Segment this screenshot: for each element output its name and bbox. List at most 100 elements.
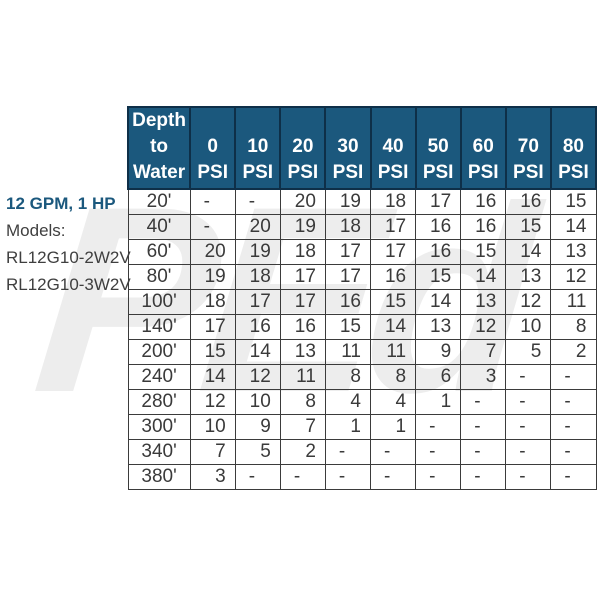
value-cell: 5 xyxy=(505,339,552,365)
value-cell: 20 xyxy=(189,239,236,265)
model-number: RL12G10-3W2V xyxy=(6,275,131,294)
psi-header-cell: 50 PSI xyxy=(414,106,462,190)
psi-header-cell: 30 PSI xyxy=(324,106,372,190)
value-cell: 11 xyxy=(279,364,326,390)
depth-cell: 340' xyxy=(127,439,191,465)
psi-header-value: 70 xyxy=(517,136,539,157)
value-cell: 15 xyxy=(505,214,552,240)
psi-header-value: 40 xyxy=(382,136,404,157)
value-cell: 20 xyxy=(279,188,326,215)
psi-header-cell: 10 PSI xyxy=(234,106,282,190)
value-cell: 17 xyxy=(415,188,462,215)
value-cell: 13 xyxy=(550,239,597,265)
value-cell: 12 xyxy=(460,314,507,340)
value-cell: - xyxy=(550,464,597,490)
table-row: 200' 15 14 13 11 11 9 7 5 2 xyxy=(127,339,597,365)
value-cell: - xyxy=(324,439,372,465)
value-cell: 10 xyxy=(189,414,236,440)
table-row: 380' 3- - - - - - - - xyxy=(127,464,597,490)
value-cell: 1 xyxy=(415,389,462,415)
value-cell: 3 xyxy=(189,464,236,490)
value-cell: 16 xyxy=(460,214,507,240)
value-cell: 8 xyxy=(550,314,597,340)
value-cell: - xyxy=(550,439,597,465)
value-cell: - xyxy=(415,464,462,490)
psi-header-value: 20 xyxy=(292,136,314,157)
psi-header-value: 30 xyxy=(337,136,359,157)
value-cell: 16 xyxy=(415,239,462,265)
psi-header-unit: PSI xyxy=(287,162,319,183)
value-cell: - xyxy=(550,389,597,415)
table-row: 60' 20 19 18 17 17 16 15 14 13 xyxy=(127,239,597,265)
value-cell: 12 xyxy=(234,364,281,390)
psi-header-cell: 0 PSI xyxy=(189,106,237,190)
value-cell: 2 xyxy=(279,439,326,465)
depth-cell: 20' xyxy=(127,188,191,215)
value-cell: - xyxy=(460,464,507,490)
depth-cell: 300' xyxy=(127,414,191,440)
psi-header-unit: PSI xyxy=(332,162,364,183)
value-cell: 18 xyxy=(234,264,281,290)
value-cell: 10 xyxy=(234,389,281,415)
value-cell: - xyxy=(550,414,597,440)
psi-header-unit: PSI xyxy=(377,162,409,183)
value-cell: 16 xyxy=(415,214,462,240)
psi-header-unit: PSI xyxy=(242,162,274,183)
value-cell: - xyxy=(234,464,281,490)
value-cell: - xyxy=(369,439,417,465)
value-cell: 14 xyxy=(234,339,281,365)
value-cell: 19 xyxy=(234,239,281,265)
value-cell: - xyxy=(550,364,597,390)
psi-header-cell: 70 PSI xyxy=(504,106,552,190)
depth-to-water-header-cell: Depth to Water xyxy=(126,106,192,190)
psi-header-value: 60 xyxy=(472,136,494,157)
value-cell: 1 xyxy=(369,414,417,440)
value-cell: 17 xyxy=(234,289,281,315)
value-cell: 8 xyxy=(369,364,417,390)
depth-cell: 40' xyxy=(127,214,191,240)
value-cell: 13 xyxy=(279,339,326,365)
value-cell: 13 xyxy=(415,314,462,340)
table-row: 80' 19 18 17 17 16 15 14 13 12 xyxy=(127,264,597,290)
value-cell: 16 xyxy=(324,289,372,315)
psi-header-cell: 20 PSI xyxy=(279,106,327,190)
value-cell: 17 xyxy=(189,314,236,340)
value-cell: 16 xyxy=(505,188,552,215)
models-label: Models: xyxy=(6,221,66,240)
value-cell: 14 xyxy=(415,289,462,315)
value-cell: - xyxy=(505,464,552,490)
value-cell: 17 xyxy=(279,289,326,315)
value-cell: 19 xyxy=(189,264,236,290)
value-cell: - xyxy=(415,439,462,465)
value-cell: 15 xyxy=(324,314,372,340)
value-cell: 18 xyxy=(369,188,417,215)
value-cell: 16 xyxy=(369,264,417,290)
left-info-panel: 12 GPM, 1 HP Models: RL12G10-2W2V RL12G1… xyxy=(6,190,131,298)
value-cell: 17 xyxy=(324,239,372,265)
table-row: 240' 14 12 11 8 8 6 3- - xyxy=(127,364,597,390)
value-cell: - xyxy=(324,464,372,490)
psi-header-value: 10 xyxy=(247,136,269,157)
table-row: 40' -20 19 18 17 16 16 15 14 xyxy=(127,214,597,240)
value-cell: 7 xyxy=(460,339,507,365)
value-cell: 3 xyxy=(460,364,507,390)
psi-header-cell: 40 PSI xyxy=(369,106,417,190)
value-cell: 16 xyxy=(279,314,326,340)
depth-cell: 280' xyxy=(127,389,191,415)
table-row: 280' 12 10 8 4 4 1- - - xyxy=(127,389,597,415)
psi-header-cell: 60 PSI xyxy=(459,106,507,190)
value-cell: 14 xyxy=(369,314,417,340)
performance-table-container: Depth to Water 0 PSI 10 PSI 20 PSI 30 PSI 40 PSI 5… xyxy=(126,106,598,490)
value-cell: 2 xyxy=(550,339,597,365)
value-cell: 4 xyxy=(324,389,372,415)
value-cell: - xyxy=(460,439,507,465)
depth-cell: 240' xyxy=(127,364,191,390)
value-cell: 6 xyxy=(415,364,462,390)
value-cell: 10 xyxy=(505,314,552,340)
table-row: 20' - -20 19 18 17 16 16 15 xyxy=(127,188,597,215)
value-cell: 5 xyxy=(234,439,281,465)
value-cell: 15 xyxy=(369,289,417,315)
value-cell: 7 xyxy=(279,414,326,440)
value-cell: 17 xyxy=(369,239,417,265)
value-cell: 15 xyxy=(189,339,236,365)
